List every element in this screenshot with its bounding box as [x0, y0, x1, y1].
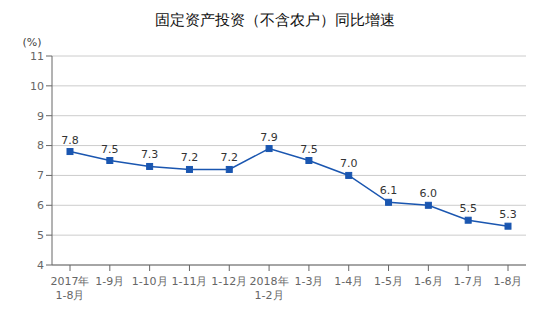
svg-text:5: 5 [37, 229, 44, 242]
svg-text:7.5: 7.5 [101, 143, 119, 156]
svg-text:7.3: 7.3 [141, 148, 159, 161]
svg-text:7.5: 7.5 [300, 143, 318, 156]
svg-text:7.9: 7.9 [260, 131, 278, 144]
svg-text:1-7月: 1-7月 [454, 275, 483, 288]
svg-text:7.0: 7.0 [340, 157, 358, 170]
svg-text:2017年1-8月: 2017年1-8月 [51, 275, 90, 302]
svg-text:1-10月: 1-10月 [132, 275, 168, 288]
svg-text:5.5: 5.5 [459, 202, 477, 215]
svg-text:9: 9 [37, 110, 44, 123]
svg-text:2018年1-2月: 2018年1-2月 [250, 275, 289, 302]
svg-text:1-6月: 1-6月 [414, 275, 443, 288]
svg-text:1-9月: 1-9月 [95, 275, 124, 288]
svg-text:(%): (%) [22, 36, 41, 49]
svg-text:1-8月: 1-8月 [494, 275, 523, 288]
svg-text:1-11月: 1-11月 [171, 275, 207, 288]
svg-text:5.3: 5.3 [499, 208, 517, 221]
svg-text:11: 11 [30, 50, 44, 63]
svg-text:4: 4 [37, 259, 44, 272]
svg-text:1-12月: 1-12月 [211, 275, 247, 288]
svg-text:10: 10 [30, 80, 44, 93]
svg-text:1-4月: 1-4月 [334, 275, 363, 288]
svg-text:1-5月: 1-5月 [374, 275, 403, 288]
svg-text:8: 8 [37, 139, 44, 152]
svg-text:1-3月: 1-3月 [294, 275, 323, 288]
html-text:固定资产投资（不含农户）同比增速: 固定资产投资（不含农户）同比增速 [155, 11, 395, 29]
svg-text:7.2: 7.2 [181, 151, 199, 164]
svg-text:7: 7 [37, 169, 44, 182]
svg-text:6.0: 6.0 [420, 187, 438, 200]
svg-text:7.2: 7.2 [221, 151, 239, 164]
svg-text:7.8: 7.8 [61, 134, 79, 147]
svg-text:6: 6 [37, 199, 44, 212]
svg-text:6.1: 6.1 [380, 184, 398, 197]
